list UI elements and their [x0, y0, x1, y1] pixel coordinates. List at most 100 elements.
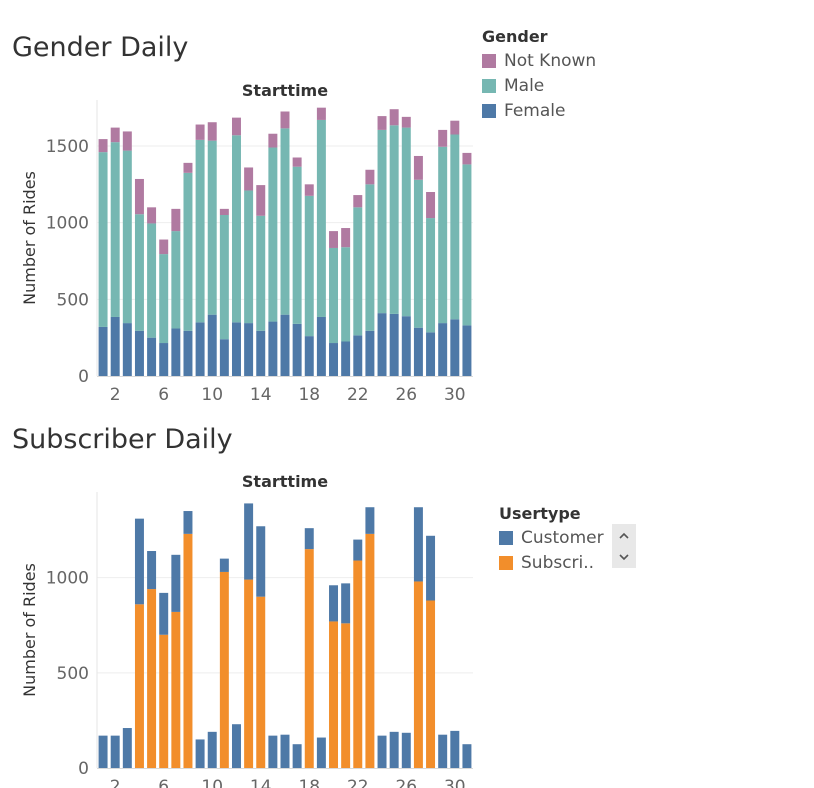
bar-not-known-day-26[interactable] [401, 116, 411, 128]
bar-female-day-24[interactable] [377, 313, 387, 376]
bar-female-day-19[interactable] [316, 316, 326, 376]
bar-customer-day-29[interactable] [438, 734, 448, 768]
bar-customer-day-4[interactable] [134, 518, 144, 605]
bar-female-day-2[interactable] [110, 316, 120, 376]
bar-not-known-day-28[interactable] [426, 192, 436, 219]
bar-female-day-26[interactable] [401, 316, 411, 376]
bar-subscri-day-11[interactable] [219, 571, 229, 768]
bar-female-day-3[interactable] [122, 323, 132, 376]
bar-male-day-4[interactable] [134, 214, 144, 331]
bar-female-day-7[interactable] [171, 328, 181, 376]
bar-female-day-30[interactable] [450, 319, 460, 376]
bar-not-known-day-20[interactable] [329, 231, 339, 248]
bar-female-day-16[interactable] [280, 314, 290, 376]
bar-customer-day-21[interactable] [341, 583, 351, 624]
bar-female-day-13[interactable] [244, 323, 254, 376]
bar-male-day-24[interactable] [377, 129, 387, 314]
bar-not-known-day-4[interactable] [134, 178, 144, 215]
bar-female-day-31[interactable] [462, 325, 472, 376]
chevron-up-icon[interactable] [612, 524, 636, 546]
bar-female-day-12[interactable] [231, 322, 241, 376]
legend-item-not-known[interactable]: Not Known [482, 48, 596, 73]
bar-not-known-day-24[interactable] [377, 116, 387, 130]
bar-subscri-day-4[interactable] [134, 604, 144, 768]
bar-not-known-day-30[interactable] [450, 120, 460, 135]
chevron-down-icon[interactable] [612, 546, 636, 568]
bar-male-day-23[interactable] [365, 184, 375, 331]
bar-customer-day-17[interactable] [292, 744, 302, 768]
bar-female-day-6[interactable] [159, 343, 169, 376]
bar-male-day-13[interactable] [244, 190, 254, 324]
bar-subscri-day-22[interactable] [353, 560, 363, 768]
bar-male-day-9[interactable] [195, 139, 205, 323]
bar-customer-day-11[interactable] [219, 558, 229, 572]
bar-customer-day-22[interactable] [353, 539, 363, 561]
bar-customer-day-24[interactable] [377, 735, 387, 768]
bar-male-day-29[interactable] [438, 146, 448, 324]
bar-customer-day-28[interactable] [426, 535, 436, 601]
bar-not-known-day-12[interactable] [231, 117, 241, 136]
bar-female-day-20[interactable] [329, 343, 339, 376]
bar-male-day-20[interactable] [329, 247, 339, 344]
bar-customer-day-27[interactable] [413, 507, 423, 582]
bar-not-known-day-8[interactable] [183, 162, 193, 173]
bar-male-day-26[interactable] [401, 127, 411, 317]
bar-female-day-4[interactable] [134, 330, 144, 376]
bar-male-day-28[interactable] [426, 218, 436, 333]
bar-male-day-19[interactable] [316, 119, 326, 317]
bar-customer-day-5[interactable] [147, 551, 157, 590]
bar-female-day-22[interactable] [353, 335, 363, 376]
bar-customer-day-12[interactable] [231, 724, 241, 768]
bar-not-known-day-17[interactable] [292, 157, 302, 167]
bar-subscri-day-18[interactable] [304, 549, 314, 768]
bar-female-day-28[interactable] [426, 332, 436, 376]
bar-subscri-day-28[interactable] [426, 600, 436, 768]
bar-not-known-day-16[interactable] [280, 111, 290, 129]
bar-male-day-10[interactable] [207, 140, 217, 315]
bar-not-known-day-11[interactable] [219, 208, 229, 215]
bar-subscri-day-23[interactable] [365, 533, 375, 768]
bar-male-day-17[interactable] [292, 166, 302, 324]
bar-not-known-day-10[interactable] [207, 122, 217, 141]
bar-female-day-25[interactable] [389, 313, 399, 376]
bar-not-known-day-3[interactable] [122, 131, 132, 151]
bar-subscri-day-20[interactable] [329, 621, 339, 768]
bar-not-known-day-22[interactable] [353, 195, 363, 208]
bar-not-known-day-29[interactable] [438, 129, 448, 147]
bar-subscri-day-13[interactable] [244, 579, 254, 768]
bar-female-day-15[interactable] [268, 321, 278, 376]
bar-customer-day-19[interactable] [316, 737, 326, 768]
bar-customer-day-25[interactable] [389, 731, 399, 768]
bar-female-day-23[interactable] [365, 330, 375, 376]
bar-customer-day-20[interactable] [329, 585, 339, 622]
bar-customer-day-6[interactable] [159, 592, 169, 635]
bar-not-known-day-19[interactable] [316, 107, 326, 120]
bar-not-known-day-15[interactable] [268, 133, 278, 148]
bar-male-day-2[interactable] [110, 142, 120, 317]
bar-female-day-10[interactable] [207, 314, 217, 376]
bar-female-day-14[interactable] [256, 330, 266, 376]
bar-male-day-22[interactable] [353, 207, 363, 336]
bar-customer-day-31[interactable] [462, 744, 472, 768]
bar-customer-day-30[interactable] [450, 730, 460, 768]
bar-not-known-day-25[interactable] [389, 109, 399, 126]
bar-male-day-31[interactable] [462, 164, 472, 326]
bar-male-day-16[interactable] [280, 128, 290, 315]
bar-customer-day-23[interactable] [365, 507, 375, 534]
bar-subscri-day-7[interactable] [171, 611, 181, 768]
bar-male-day-8[interactable] [183, 172, 193, 331]
bar-female-day-29[interactable] [438, 323, 448, 376]
bar-not-known-day-9[interactable] [195, 124, 205, 140]
legend-item-customer[interactable]: Customer [499, 525, 604, 550]
bar-not-known-day-6[interactable] [159, 239, 169, 255]
bar-subscri-day-8[interactable] [183, 533, 193, 768]
bar-customer-day-1[interactable] [98, 735, 108, 768]
bar-subscri-day-14[interactable] [256, 596, 266, 768]
legend-item-male[interactable]: Male [482, 73, 596, 98]
bar-not-known-day-18[interactable] [304, 184, 314, 196]
bar-subscri-day-27[interactable] [413, 581, 423, 768]
legend-item-female[interactable]: Female [482, 98, 596, 123]
bar-female-day-5[interactable] [147, 337, 157, 376]
legend-item-subscriber[interactable]: Subscri.. [499, 550, 604, 575]
bar-not-known-day-23[interactable] [365, 169, 375, 185]
